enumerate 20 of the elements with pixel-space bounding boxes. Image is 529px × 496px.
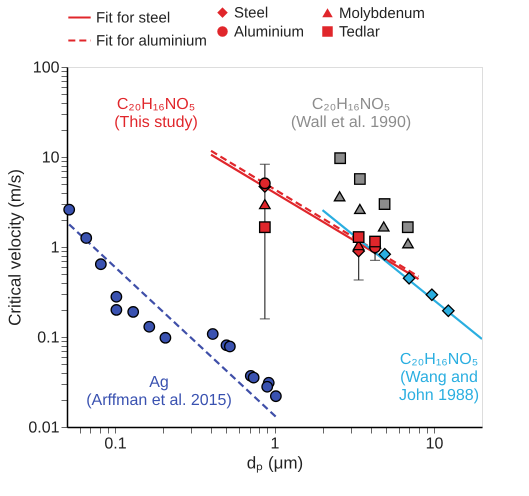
- legend-label: Fit for steel: [96, 10, 170, 26]
- x-tick-label: 0.1: [104, 436, 127, 452]
- legend-label: Molybdenum: [339, 4, 425, 22]
- y-axis-title: Critical velocity (m/s): [5, 169, 24, 326]
- legend-label: Fit for aluminium: [96, 32, 207, 50]
- x-axis-title: dₚ (μm): [246, 454, 304, 474]
- annotation: C₂₀H₁₆NO₅ (This study): [114, 96, 198, 131]
- y-tick-label: 1: [50, 240, 60, 256]
- annotation: C₂₀H₁₆NO₅ (Wang and John 1988): [398, 351, 480, 404]
- legend-label: Aluminium: [234, 24, 304, 40]
- y-tick-label: 10: [42, 150, 60, 166]
- annotation: C₂₀H₁₆NO₅ (Wall et al. 1990): [290, 96, 412, 131]
- y-tick-label: 100: [32, 60, 60, 76]
- y-tick-label: 0.01: [28, 420, 60, 436]
- legend-label: Steel: [234, 4, 268, 22]
- x-tick-label: 1: [270, 436, 280, 452]
- annotation: Ag (Arffman et al. 2015): [86, 374, 232, 409]
- x-tick-label: 10: [426, 436, 444, 452]
- y-tick-label: 0.1: [37, 330, 60, 346]
- legend-label: Tedlar: [339, 24, 380, 40]
